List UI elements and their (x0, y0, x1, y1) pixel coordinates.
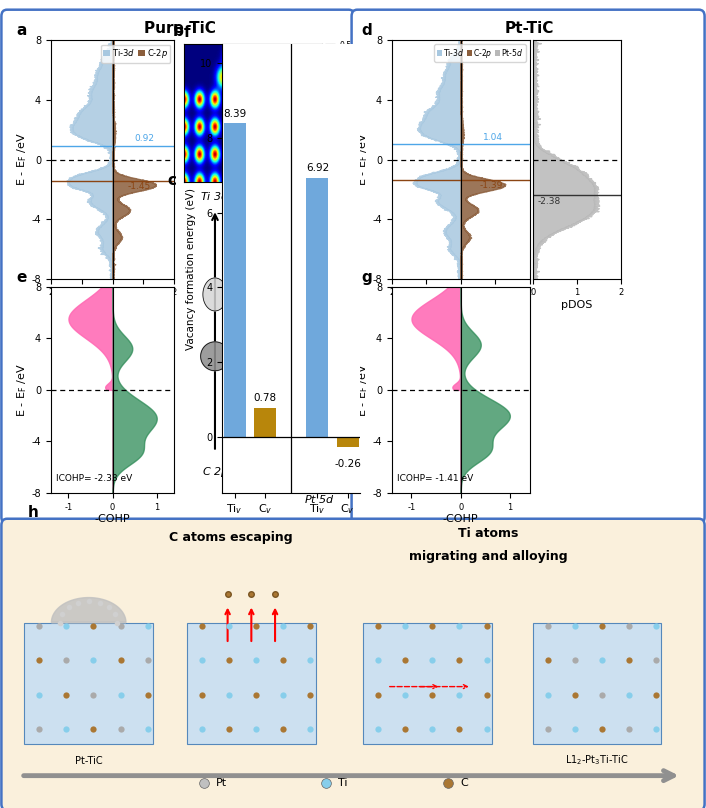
Polygon shape (266, 278, 291, 311)
Text: e$^-$: e$^-$ (229, 320, 244, 330)
Polygon shape (201, 342, 229, 371)
Text: Ti: Ti (338, 778, 347, 788)
Bar (337, 437, 359, 447)
FancyBboxPatch shape (187, 622, 316, 743)
Text: 0.92: 0.92 (134, 134, 154, 143)
Text: Ti atoms: Ti atoms (458, 527, 519, 540)
Text: Ti 3$d$: Ti 3$d$ (264, 190, 293, 202)
Text: C 2$p$: C 2$p$ (265, 465, 292, 478)
Bar (254, 408, 276, 437)
X-axis label: pDOS: pDOS (97, 301, 128, 310)
Text: -1.39: -1.39 (479, 182, 503, 191)
Text: Pt: Pt (216, 778, 227, 788)
Text: f: f (184, 25, 191, 40)
Y-axis label: E - E$_\mathregular{F}$ /eV: E - E$_\mathregular{F}$ /eV (15, 133, 29, 187)
X-axis label: pDOS: pDOS (445, 301, 477, 310)
Text: Pt-TiC: Pt-TiC (75, 755, 102, 765)
Text: c: c (167, 173, 176, 188)
Polygon shape (304, 434, 336, 469)
Text: -1.45: -1.45 (128, 183, 151, 191)
Text: 8.39: 8.39 (223, 108, 246, 119)
Text: Ti 3$d$: Ti 3$d$ (201, 190, 229, 202)
FancyBboxPatch shape (24, 622, 153, 743)
Text: -0.26: -0.26 (334, 459, 361, 469)
Text: d: d (361, 23, 372, 38)
Text: e: e (16, 270, 27, 284)
Legend: Ti-3$d$, C-2$p$, Pt-5$d$: Ti-3$d$, C-2$p$, Pt-5$d$ (434, 44, 526, 61)
X-axis label: pDOS: pDOS (561, 301, 593, 310)
Text: h: h (28, 505, 39, 520)
Text: Pt-TiC: Pt-TiC (505, 21, 554, 36)
Legend: Ti-3$d$, C-2$p$: Ti-3$d$, C-2$p$ (101, 44, 170, 62)
Polygon shape (52, 598, 126, 622)
Text: ICOHP= -1.41 eV: ICOHP= -1.41 eV (397, 473, 474, 482)
Y-axis label: Vacancy formation energy (eV): Vacancy formation energy (eV) (186, 187, 196, 350)
Polygon shape (264, 342, 293, 371)
Text: C atoms escaping: C atoms escaping (169, 531, 293, 544)
Text: e$^-$: e$^-$ (277, 381, 293, 393)
Text: Ti 3$d$: Ti 3$d$ (305, 190, 335, 202)
Text: Pt 5$d$: Pt 5$d$ (304, 493, 335, 505)
Text: 1.04: 1.04 (483, 133, 503, 141)
Bar (306, 179, 328, 437)
Y-axis label: E - E$_\mathregular{F}$ /eV: E - E$_\mathregular{F}$ /eV (356, 363, 370, 417)
Text: C: C (460, 778, 468, 788)
Text: C 2$p$: C 2$p$ (201, 465, 229, 478)
Text: 6.92: 6.92 (306, 163, 329, 174)
X-axis label: -COHP: -COHP (95, 515, 131, 524)
Text: ICOHP= -2.33 eV: ICOHP= -2.33 eV (56, 473, 132, 482)
Polygon shape (203, 278, 227, 311)
Polygon shape (304, 381, 336, 419)
Y-axis label: E - E$_\mathregular{F}$ /eV: E - E$_\mathregular{F}$ /eV (15, 363, 29, 417)
Text: migrating and alloying: migrating and alloying (409, 549, 568, 563)
Bar (224, 124, 246, 437)
Text: b: b (172, 24, 184, 39)
Text: -2.38: -2.38 (537, 197, 561, 206)
Text: g: g (361, 270, 372, 284)
FancyBboxPatch shape (532, 622, 662, 743)
Text: 0.78: 0.78 (253, 393, 277, 403)
Text: L1$_2$-Pt$_3$Ti-TiC: L1$_2$-Pt$_3$Ti-TiC (566, 754, 629, 768)
Text: Pure TiC: Pure TiC (144, 21, 216, 36)
Y-axis label: E - E$_\mathregular{F}$ /eV: E - E$_\mathregular{F}$ /eV (356, 133, 370, 187)
X-axis label: -COHP: -COHP (443, 515, 479, 524)
Text: a: a (16, 23, 27, 38)
FancyBboxPatch shape (363, 622, 492, 743)
